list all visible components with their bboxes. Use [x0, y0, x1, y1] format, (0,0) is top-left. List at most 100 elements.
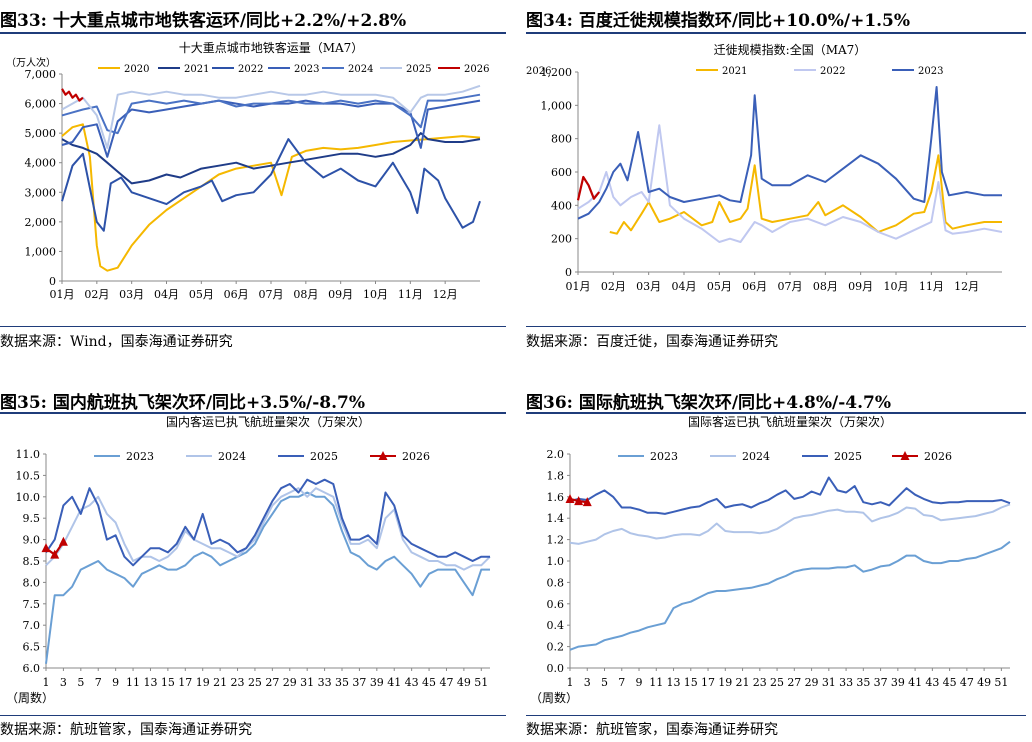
chart-title: 十大重点城市地铁客运量（MA7）	[179, 40, 364, 55]
y-tick-label: 0	[565, 266, 572, 279]
y-tick-label: 1,000	[541, 99, 573, 112]
x-tick-label: 35	[335, 676, 349, 689]
y-tick-label: 6.5	[23, 641, 41, 654]
chart: 迁徙规模指数:全国（MA7） 0 200 400 600 800 1,000 1,200 01月…	[526, 42, 1003, 293]
x-tick-label: 02月	[601, 280, 626, 293]
legend-label: 2023	[294, 64, 319, 75]
series-line-2021	[609, 154, 1002, 235]
series-line-2026	[61, 88, 84, 102]
y-tick-label: 0.8	[547, 576, 565, 589]
y-tick-label: 6,000	[25, 98, 57, 111]
x-tick-label: 11月	[398, 288, 423, 301]
y-tick-label: 8.0	[23, 576, 41, 589]
legend-label: 2023	[126, 450, 154, 463]
x-tick-label: 39	[891, 676, 905, 689]
y-tick-label: 0.0	[547, 662, 565, 675]
y-tick-label: 11.0	[16, 448, 41, 461]
y-tick-label: 1.4	[547, 512, 565, 525]
x-tick-label: 35	[856, 676, 870, 689]
y-tick-label: 1,000	[25, 245, 57, 258]
chart: 十大重点城市地铁客运量（MA7） （万人次） 0 1,000 2,000 3,000 4,0…	[6, 40, 489, 301]
x-tick-label: 19	[718, 676, 732, 689]
x-tick-label: 29	[805, 676, 819, 689]
data-point-2026	[582, 497, 592, 507]
x-tick-label: 06月	[742, 280, 767, 293]
y-tick-label: 4,000	[25, 157, 57, 170]
y-tick-label: 10.0	[16, 491, 41, 504]
x-tick-label: 51	[994, 676, 1008, 689]
x-tick-label: 3	[584, 676, 591, 689]
y-tick-label: 0	[49, 275, 56, 288]
x-tick-label: 23	[753, 676, 767, 689]
data-point-2026	[50, 549, 60, 559]
y-tick-label: 1.8	[547, 469, 565, 482]
y-tick-label: 1.0	[547, 555, 565, 568]
x-axis-label: （周数）	[6, 690, 54, 705]
series-line-2023	[61, 99, 481, 158]
x-tick-label: 33	[318, 676, 332, 689]
x-tick-label: 27	[787, 676, 801, 689]
series-line-2024	[569, 503, 1011, 545]
x-tick-label: 11	[649, 676, 663, 689]
legend-label: 2021	[184, 64, 209, 75]
x-tick-label: 1	[43, 676, 50, 689]
x-tick-label: 09月	[848, 280, 873, 293]
x-tick-label: 25	[770, 676, 784, 689]
y-tick-label: 6.0	[23, 662, 41, 675]
x-tick-label: 5	[77, 676, 84, 689]
x-tick-label: 21	[213, 676, 227, 689]
x-tick-label: 51	[474, 676, 488, 689]
x-tick-label: 06月	[224, 288, 249, 301]
x-tick-label: 17	[701, 676, 715, 689]
x-tick-label: 01月	[50, 288, 75, 301]
legend-label: 2026	[924, 450, 952, 463]
series-line-2022	[577, 124, 1003, 243]
legend-label: 2021	[722, 66, 747, 77]
y-tick-label: 7.5	[23, 598, 41, 611]
legend-label: 2023	[650, 450, 678, 463]
y-tick-label: 7.0	[23, 619, 41, 632]
x-tick-label: 41	[908, 676, 922, 689]
x-tick-label: 03月	[636, 280, 661, 293]
x-tick-label: 43	[405, 676, 419, 689]
series-line-2025	[61, 84, 481, 149]
data-point-2026	[58, 536, 68, 546]
chart-title: 国内客运已执飞航班量架次（万架次）	[166, 414, 370, 429]
legend-label: 2025	[310, 450, 338, 463]
x-tick-label: 13	[667, 676, 681, 689]
x-tick-label: 29	[283, 676, 297, 689]
x-tick-label: 45	[422, 676, 436, 689]
legend-label: 2025	[834, 450, 862, 463]
x-tick-label: 07月	[778, 280, 803, 293]
y-tick-label: 0.6	[547, 598, 565, 611]
data-point-2026	[41, 543, 51, 553]
data-point-2026	[565, 493, 575, 503]
legend-label: 2026	[526, 66, 551, 77]
x-tick-label: 39	[370, 676, 384, 689]
legend-label: 2022	[820, 66, 845, 77]
x-tick-label: 5	[601, 676, 608, 689]
series-line-2023	[577, 86, 1002, 220]
series-line-2024	[61, 93, 481, 135]
x-tick-label: 04月	[672, 280, 697, 293]
chart-title: 国际客运已执飞航班量架次（万架次）	[688, 414, 892, 429]
legend-label: 2024	[218, 450, 246, 463]
series-line-2023	[45, 491, 490, 664]
x-tick-label: 33	[839, 676, 853, 689]
chart: 国际客运已执飞航班量架次（万架次） 0.0 0.2 0.4 0.6 0.8 1.0 1.2 1.…	[530, 414, 1011, 705]
x-tick-label: 25	[248, 676, 262, 689]
title-divider	[0, 32, 506, 34]
y-tick-label: 1.6	[547, 491, 565, 504]
x-tick-label: 08月	[293, 288, 318, 301]
source-divider	[0, 326, 506, 327]
title-divider	[526, 32, 1026, 34]
x-tick-label: 47	[439, 676, 453, 689]
series-line-2023	[569, 540, 1011, 651]
series-line-2025	[45, 478, 490, 567]
y-tick-label: 1.2	[547, 534, 565, 547]
x-tick-label: 17	[178, 676, 192, 689]
figure-title: 图34: 百度迁徙规模指数环/同比+10.0%/+1.5%	[526, 11, 911, 31]
source-divider	[0, 715, 506, 716]
y-tick-label: 2,000	[25, 216, 57, 229]
x-tick-label: 27	[265, 676, 279, 689]
